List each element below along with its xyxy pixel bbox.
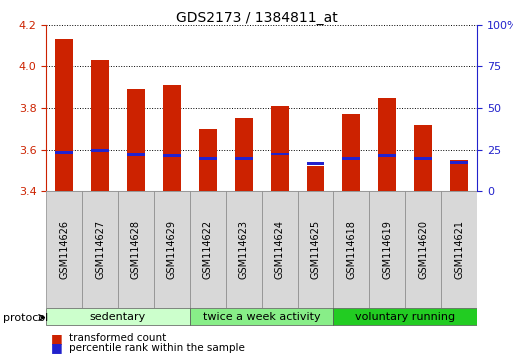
Bar	[342, 157, 360, 160]
Bar	[414, 157, 432, 160]
Bar	[414, 125, 432, 191]
Text: twice a week activity: twice a week activity	[203, 312, 321, 322]
Bar	[91, 149, 109, 152]
Text: voluntary running: voluntary running	[355, 312, 456, 322]
FancyBboxPatch shape	[333, 308, 477, 325]
FancyBboxPatch shape	[405, 191, 441, 308]
Bar	[199, 157, 216, 160]
FancyBboxPatch shape	[441, 191, 477, 308]
Text: GSM114619: GSM114619	[382, 220, 392, 279]
Bar	[450, 160, 468, 191]
Bar	[199, 129, 216, 191]
Text: GDS2173 / 1384811_at: GDS2173 / 1384811_at	[175, 11, 338, 25]
Text: GSM114618: GSM114618	[346, 220, 357, 279]
FancyBboxPatch shape	[154, 191, 190, 308]
Text: percentile rank within the sample: percentile rank within the sample	[69, 343, 245, 353]
FancyBboxPatch shape	[226, 191, 262, 308]
Text: GSM114621: GSM114621	[454, 220, 464, 279]
Text: GSM114628: GSM114628	[131, 220, 141, 279]
Bar	[91, 60, 109, 191]
Bar	[163, 85, 181, 191]
FancyBboxPatch shape	[46, 308, 190, 325]
Bar	[127, 89, 145, 191]
Bar	[55, 152, 73, 154]
Text: ■: ■	[51, 332, 63, 345]
FancyBboxPatch shape	[333, 191, 369, 308]
Text: GSM114622: GSM114622	[203, 220, 213, 279]
Text: sedentary: sedentary	[90, 312, 146, 322]
FancyBboxPatch shape	[262, 191, 298, 308]
Bar	[270, 106, 288, 191]
FancyBboxPatch shape	[46, 191, 82, 308]
Bar	[234, 157, 252, 160]
Bar	[306, 162, 324, 165]
FancyBboxPatch shape	[298, 191, 333, 308]
Text: GSM114626: GSM114626	[59, 220, 69, 279]
Text: GSM114620: GSM114620	[418, 220, 428, 279]
Bar	[270, 153, 288, 155]
Bar	[163, 154, 181, 156]
FancyBboxPatch shape	[190, 308, 333, 325]
Text: transformed count: transformed count	[69, 333, 167, 343]
Bar	[127, 153, 145, 156]
Bar	[378, 154, 396, 156]
Bar	[234, 118, 252, 191]
FancyBboxPatch shape	[190, 191, 226, 308]
Text: protocol: protocol	[3, 313, 48, 322]
FancyBboxPatch shape	[82, 191, 118, 308]
Text: GSM114623: GSM114623	[239, 220, 249, 279]
Bar	[378, 98, 396, 191]
Text: ■: ■	[51, 341, 63, 354]
FancyBboxPatch shape	[369, 191, 405, 308]
Text: GSM114625: GSM114625	[310, 220, 321, 279]
Bar	[55, 39, 73, 191]
FancyBboxPatch shape	[118, 191, 154, 308]
Text: GSM114624: GSM114624	[274, 220, 285, 279]
Bar	[342, 114, 360, 191]
Text: GSM114627: GSM114627	[95, 220, 105, 279]
Bar	[306, 166, 324, 191]
Text: GSM114629: GSM114629	[167, 220, 177, 279]
Bar	[450, 161, 468, 164]
